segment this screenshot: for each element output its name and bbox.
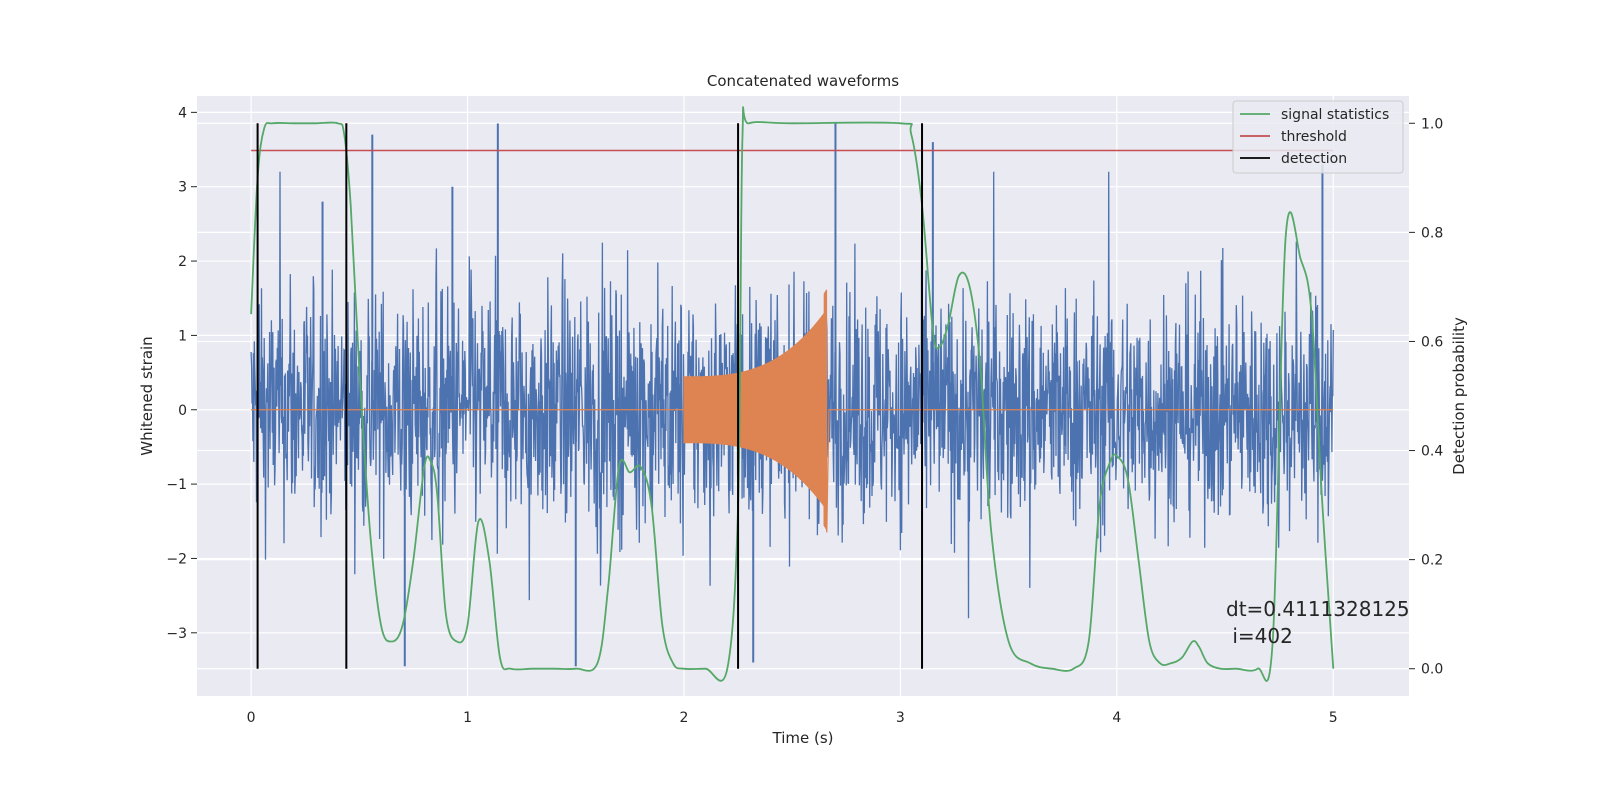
- legend-label-threshold: threshold: [1281, 129, 1347, 145]
- y-left-tick-label: 2: [178, 254, 187, 270]
- legend-label-detection: detection: [1281, 151, 1347, 167]
- legend-label-signal-statistics: signal statistics: [1281, 107, 1389, 123]
- y-left-tick-label: −1: [166, 477, 187, 493]
- x-tick-label: 5: [1329, 710, 1338, 726]
- y-left-tick-label: 4: [178, 105, 187, 121]
- x-tick-label: 4: [1112, 710, 1121, 726]
- signal-statistics-line: [250, 106, 1335, 682]
- x-axis-label: Time (s): [772, 729, 834, 747]
- injected-waveform-series: [251, 289, 1334, 533]
- signal-statistics-layer: [250, 106, 1335, 682]
- x-axis-ticks: 0 1 2 3 4 5: [247, 710, 1338, 726]
- annotation-i: i=402: [1226, 624, 1293, 648]
- y-right-tick-label: 0.2: [1421, 553, 1443, 569]
- injected-waveform-line: [251, 289, 1334, 533]
- y-right-axis-label: Detection probability: [1450, 317, 1468, 475]
- x-tick-label: 2: [680, 710, 689, 726]
- y-left-tick-label: 3: [178, 180, 187, 196]
- annotation-dt: dt=0.4111328125: [1226, 597, 1410, 621]
- y-right-tick-label: 0.4: [1421, 444, 1443, 460]
- y-left-axis-ticks: −3 −2 −1 0 1 2 3 4: [166, 105, 197, 642]
- x-tick-label: 1: [463, 710, 472, 726]
- x-tick-label: 3: [896, 710, 905, 726]
- legend-box: [1232, 100, 1404, 174]
- y-right-tick-label: 1.0: [1421, 116, 1443, 132]
- y-right-tick-label: 0.0: [1421, 662, 1443, 678]
- y-right-tick-label: 0.8: [1421, 225, 1443, 241]
- y-left-tick-label: −3: [166, 626, 187, 642]
- y-left-tick-label: 1: [178, 328, 187, 344]
- chart-title: Concatenated waveforms: [707, 72, 899, 90]
- y-right-tick-label: 0.6: [1421, 334, 1443, 350]
- y-left-tick-label: 0: [178, 403, 187, 419]
- y-left-tick-label: −2: [166, 551, 187, 567]
- y-right-axis-ticks: 0.0 0.2 0.4 0.6 0.8 1.0: [1409, 116, 1443, 678]
- x-tick-label: 0: [247, 710, 256, 726]
- detection-layer: [256, 123, 924, 669]
- legend: signal statistics threshold detection: [1232, 100, 1404, 174]
- y-left-axis-label: Whitened strain: [138, 336, 156, 455]
